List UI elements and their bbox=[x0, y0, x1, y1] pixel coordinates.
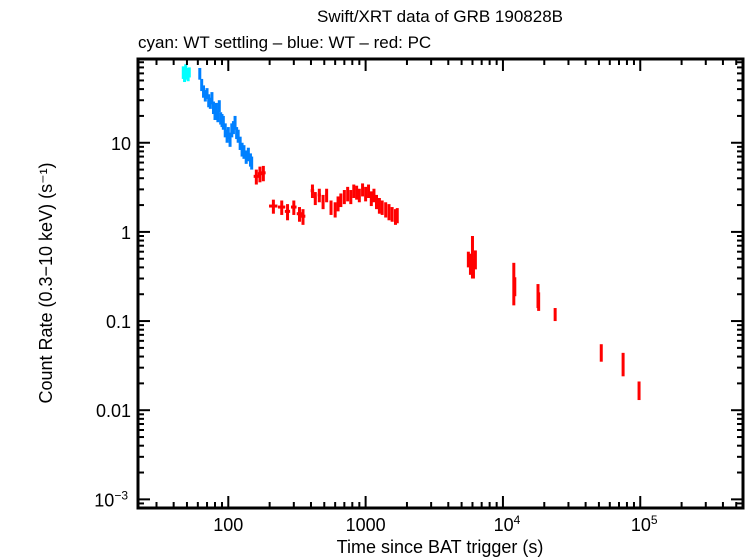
data-point bbox=[342, 190, 346, 205]
data-point bbox=[198, 67, 202, 80]
data-point bbox=[187, 67, 191, 78]
data-point bbox=[377, 198, 381, 214]
data-point bbox=[346, 186, 350, 202]
data-point bbox=[380, 200, 384, 215]
plot-frame bbox=[136, 57, 745, 510]
x-tick-label: 1000 bbox=[346, 515, 386, 535]
data-point bbox=[290, 200, 297, 215]
y-tick-label: 10 bbox=[111, 134, 131, 154]
x-tick-label: 104 bbox=[494, 513, 521, 535]
data-point bbox=[372, 188, 376, 203]
series-wt bbox=[198, 67, 254, 170]
x-axis-label: Time since BAT trigger (s) bbox=[337, 537, 544, 557]
data-point bbox=[200, 78, 204, 92]
data-point bbox=[333, 202, 337, 218]
data-point bbox=[537, 292, 541, 311]
data-point bbox=[599, 344, 603, 362]
chart-subtitle: cyan: WT settling – blue: WT – red: PC bbox=[138, 33, 431, 52]
data-point bbox=[384, 202, 388, 218]
data-point bbox=[210, 92, 214, 105]
data-point bbox=[321, 194, 325, 210]
data-point bbox=[244, 150, 248, 164]
data-point bbox=[313, 192, 317, 206]
data-point bbox=[369, 191, 373, 207]
data-point bbox=[357, 188, 361, 203]
data-point bbox=[233, 115, 237, 130]
x-tick-label: 100 bbox=[213, 515, 243, 535]
data-point bbox=[246, 147, 250, 162]
data-point bbox=[260, 165, 266, 182]
data-point bbox=[242, 145, 246, 159]
data-point bbox=[364, 186, 368, 202]
y-axis-label: Count Rate (0.3−10 keV) (s⁻¹) bbox=[36, 162, 56, 403]
data-point bbox=[471, 258, 475, 279]
data-point bbox=[349, 190, 353, 205]
data-point bbox=[553, 308, 557, 322]
data-point bbox=[277, 200, 286, 215]
data-point bbox=[367, 184, 371, 199]
data-point bbox=[374, 194, 378, 210]
data-point bbox=[352, 184, 356, 199]
data-point bbox=[221, 115, 225, 130]
y-tick-label: 0.01 bbox=[96, 401, 131, 421]
data-point bbox=[257, 166, 263, 183]
series-wt-settling bbox=[181, 64, 191, 83]
data-point bbox=[236, 129, 240, 143]
x-tick-label: 105 bbox=[631, 513, 658, 535]
data-point bbox=[296, 207, 303, 222]
data-point bbox=[300, 209, 306, 225]
data-point bbox=[310, 184, 315, 199]
data-point bbox=[395, 208, 399, 224]
data-point bbox=[329, 200, 333, 215]
data-point bbox=[228, 132, 232, 147]
data-point bbox=[336, 196, 340, 212]
data-point bbox=[339, 193, 343, 208]
y-tick-label: 10−3 bbox=[94, 488, 128, 510]
series-pc bbox=[253, 165, 641, 401]
data-point bbox=[216, 110, 220, 123]
data-point bbox=[269, 199, 278, 214]
data-point bbox=[317, 188, 321, 203]
y-tick-label: 0.1 bbox=[106, 312, 131, 332]
data-point bbox=[361, 183, 365, 197]
chart-title: Swift/XRT data of GRB 190828B bbox=[317, 7, 563, 26]
y-tick-label: 1 bbox=[121, 223, 131, 243]
data-point bbox=[284, 204, 291, 221]
data-point bbox=[253, 169, 259, 185]
data-point bbox=[390, 207, 394, 222]
data-point bbox=[513, 277, 517, 297]
data-point bbox=[217, 100, 221, 113]
data-point bbox=[468, 253, 472, 275]
data-point bbox=[355, 185, 359, 200]
data-point bbox=[250, 156, 254, 170]
data-point bbox=[466, 251, 470, 268]
data-point bbox=[387, 204, 391, 221]
data-point bbox=[325, 188, 329, 203]
data-point bbox=[473, 250, 477, 270]
data-point bbox=[205, 88, 209, 99]
